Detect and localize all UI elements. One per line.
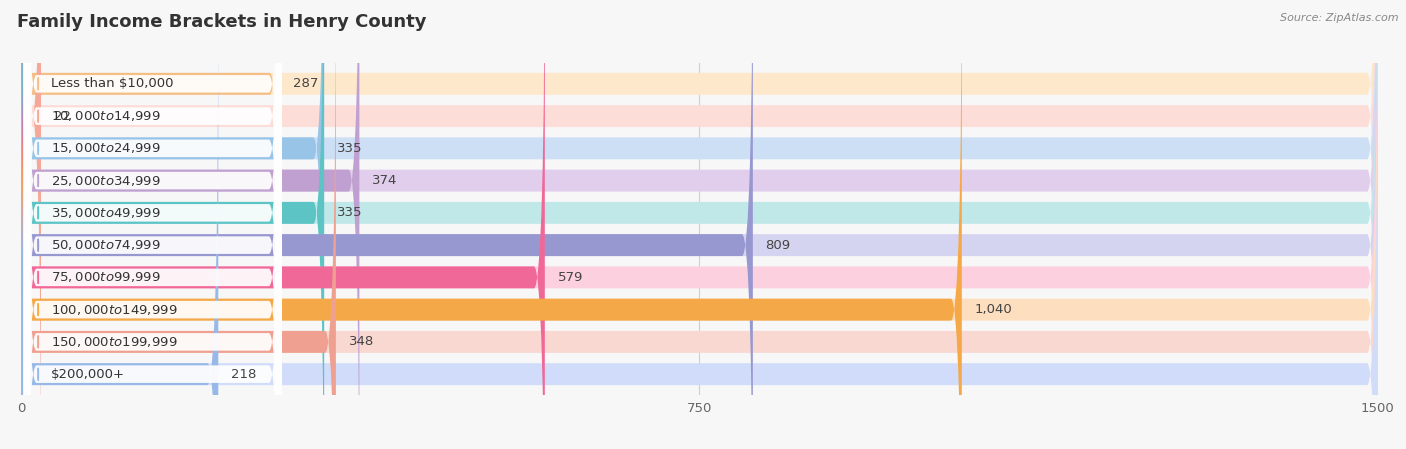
FancyBboxPatch shape	[21, 0, 1378, 449]
Text: 809: 809	[765, 238, 790, 251]
Text: 579: 579	[557, 271, 583, 284]
Text: Family Income Brackets in Henry County: Family Income Brackets in Henry County	[17, 13, 426, 31]
Text: 335: 335	[337, 207, 363, 220]
FancyBboxPatch shape	[24, 0, 281, 449]
FancyBboxPatch shape	[21, 0, 325, 449]
Text: $35,000 to $49,999: $35,000 to $49,999	[51, 206, 160, 220]
FancyBboxPatch shape	[24, 0, 281, 449]
FancyBboxPatch shape	[21, 0, 41, 449]
FancyBboxPatch shape	[21, 0, 752, 449]
FancyBboxPatch shape	[21, 0, 325, 449]
Text: 22: 22	[53, 110, 70, 123]
FancyBboxPatch shape	[21, 0, 1378, 449]
Text: 374: 374	[373, 174, 398, 187]
FancyBboxPatch shape	[21, 0, 1378, 449]
FancyBboxPatch shape	[24, 0, 281, 449]
FancyBboxPatch shape	[21, 0, 1378, 449]
FancyBboxPatch shape	[21, 0, 1378, 449]
Text: $50,000 to $74,999: $50,000 to $74,999	[51, 238, 160, 252]
Text: $200,000+: $200,000+	[51, 368, 125, 381]
Text: Less than $10,000: Less than $10,000	[51, 77, 173, 90]
FancyBboxPatch shape	[21, 0, 544, 449]
FancyBboxPatch shape	[21, 0, 1378, 449]
Text: 348: 348	[349, 335, 374, 348]
FancyBboxPatch shape	[21, 0, 962, 449]
Text: $100,000 to $149,999: $100,000 to $149,999	[51, 303, 177, 317]
Text: 1,040: 1,040	[974, 303, 1012, 316]
FancyBboxPatch shape	[21, 0, 336, 449]
FancyBboxPatch shape	[24, 0, 281, 449]
Text: 335: 335	[337, 142, 363, 155]
FancyBboxPatch shape	[24, 0, 281, 449]
FancyBboxPatch shape	[21, 0, 1378, 449]
Text: $15,000 to $24,999: $15,000 to $24,999	[51, 141, 160, 155]
FancyBboxPatch shape	[21, 0, 1378, 449]
Text: $10,000 to $14,999: $10,000 to $14,999	[51, 109, 160, 123]
Text: $150,000 to $199,999: $150,000 to $199,999	[51, 335, 177, 349]
Text: 218: 218	[231, 368, 256, 381]
Text: 287: 287	[294, 77, 319, 90]
FancyBboxPatch shape	[24, 0, 281, 449]
FancyBboxPatch shape	[24, 0, 281, 449]
FancyBboxPatch shape	[24, 0, 281, 449]
FancyBboxPatch shape	[21, 0, 1378, 449]
FancyBboxPatch shape	[21, 0, 281, 449]
FancyBboxPatch shape	[21, 0, 218, 449]
FancyBboxPatch shape	[24, 0, 281, 449]
Text: Source: ZipAtlas.com: Source: ZipAtlas.com	[1281, 13, 1399, 23]
Text: $75,000 to $99,999: $75,000 to $99,999	[51, 270, 160, 284]
FancyBboxPatch shape	[21, 0, 360, 449]
Text: $25,000 to $34,999: $25,000 to $34,999	[51, 174, 160, 188]
FancyBboxPatch shape	[24, 0, 281, 449]
FancyBboxPatch shape	[21, 0, 1378, 449]
